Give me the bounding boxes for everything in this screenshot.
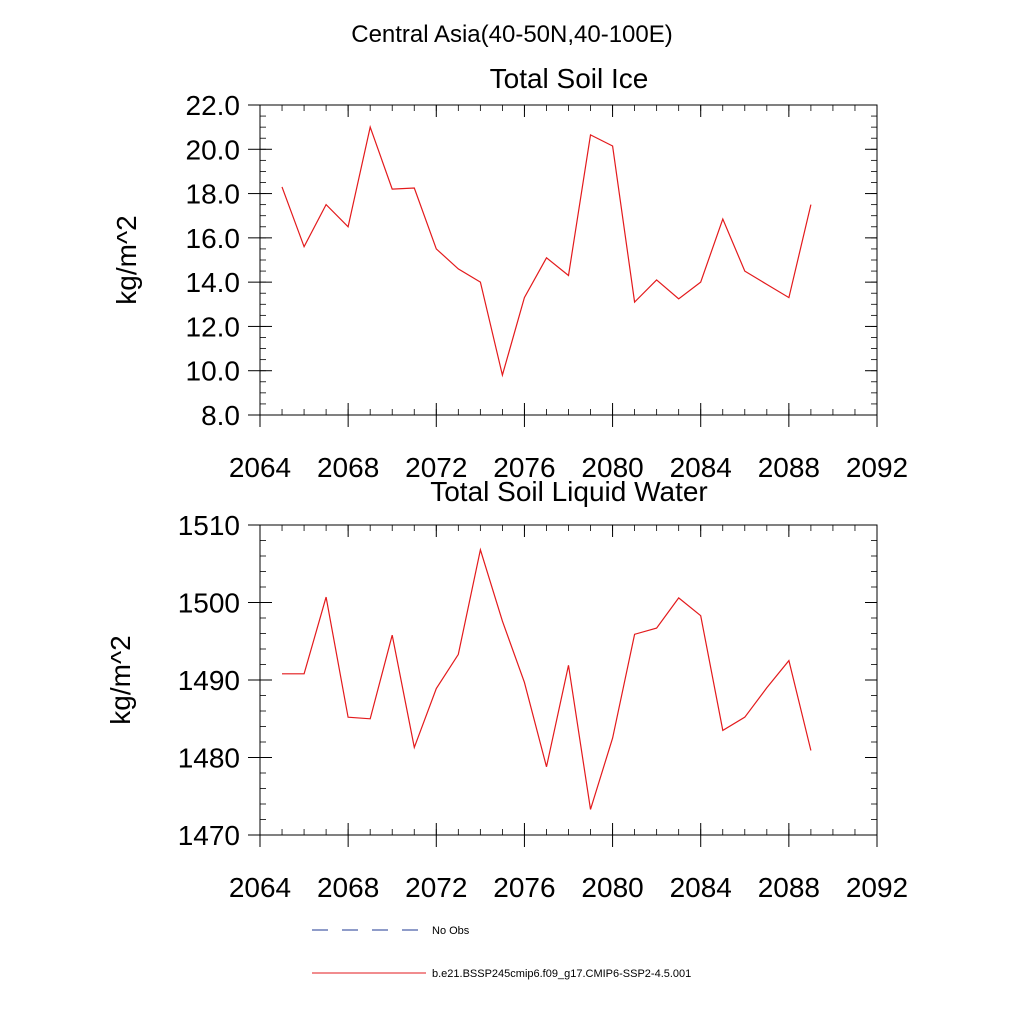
series-group <box>282 547 812 810</box>
x-tick-label: 2084 <box>670 452 732 483</box>
plot-frame <box>259 524 878 836</box>
x-tick-label: 2084 <box>670 872 732 903</box>
y-tick-label: 8.0 <box>201 400 240 431</box>
chart-panel-total-soil-ice: Total Soil Ice kg/m^2 2064 2068 2072 2076 20… <box>111 63 908 483</box>
axis-tick-labels: 2064 2068 2072 2076 2080 2084 2088 2092 8.0 10.0 1… <box>186 90 909 483</box>
x-tick-label: 2092 <box>846 452 908 483</box>
y-tick-label: 16.0 <box>186 223 241 254</box>
axis-ticks <box>248 104 878 427</box>
axis-tick-labels: 2064 2068 2072 2076 2080 2084 2088 2092 1470 1480… <box>178 510 908 903</box>
chart-title: Total Soil Ice <box>490 63 649 94</box>
y-tick-label: 10.0 <box>186 356 241 387</box>
y-axis-label: kg/m^2 <box>111 215 142 304</box>
x-tick-label: 2092 <box>846 872 908 903</box>
series-line <box>281 124 812 378</box>
legend: No Obs b.e21.BSSP245cmip6.f09_g17.CMIP6-… <box>312 925 691 980</box>
y-tick-label: 18.0 <box>186 179 241 210</box>
legend-entry-model: b.e21.BSSP245cmip6.f09_g17.CMIP6-SSP2-4.… <box>312 968 691 980</box>
y-tick-label: 1480 <box>178 743 240 774</box>
x-tick-label: 2076 <box>493 452 555 483</box>
series-line <box>282 547 812 810</box>
y-tick-label: 1500 <box>178 588 240 619</box>
legend-label: No Obs <box>432 925 470 937</box>
figure-title: Central Asia(40-50N,40-100E) <box>351 21 673 48</box>
y-tick-label: 22.0 <box>186 90 241 121</box>
plot-frame <box>259 104 878 416</box>
legend-entry-obs: No Obs <box>312 925 470 937</box>
x-tick-label: 2072 <box>405 452 467 483</box>
x-tick-label: 2080 <box>581 452 643 483</box>
chart-title: Total Soil Liquid Water <box>430 476 708 507</box>
y-tick-label: 14.0 <box>186 267 241 298</box>
y-tick-label: 20.0 <box>186 134 241 165</box>
x-tick-label: 2064 <box>229 872 291 903</box>
axis-ticks <box>248 524 878 847</box>
series-group <box>281 124 812 378</box>
y-tick-label: 12.0 <box>186 311 241 342</box>
legend-label: b.e21.BSSP245cmip6.f09_g17.CMIP6-SSP2-4.… <box>432 968 691 980</box>
x-tick-label: 2064 <box>229 452 291 483</box>
y-tick-label: 1510 <box>178 510 240 541</box>
chart-panel-total-soil-liquid-water: Total Soil Liquid Water kg/m^2 2064 2068 2… <box>105 476 908 903</box>
x-tick-label: 2080 <box>581 872 643 903</box>
y-tick-label: 1470 <box>178 820 240 851</box>
x-tick-label: 2088 <box>758 872 820 903</box>
x-tick-label: 2088 <box>758 452 820 483</box>
x-tick-label: 2072 <box>405 872 467 903</box>
x-tick-label: 2068 <box>317 452 379 483</box>
x-tick-label: 2068 <box>317 872 379 903</box>
y-tick-label: 1490 <box>178 665 240 696</box>
y-axis-label: kg/m^2 <box>105 635 136 724</box>
x-tick-label: 2076 <box>493 872 555 903</box>
